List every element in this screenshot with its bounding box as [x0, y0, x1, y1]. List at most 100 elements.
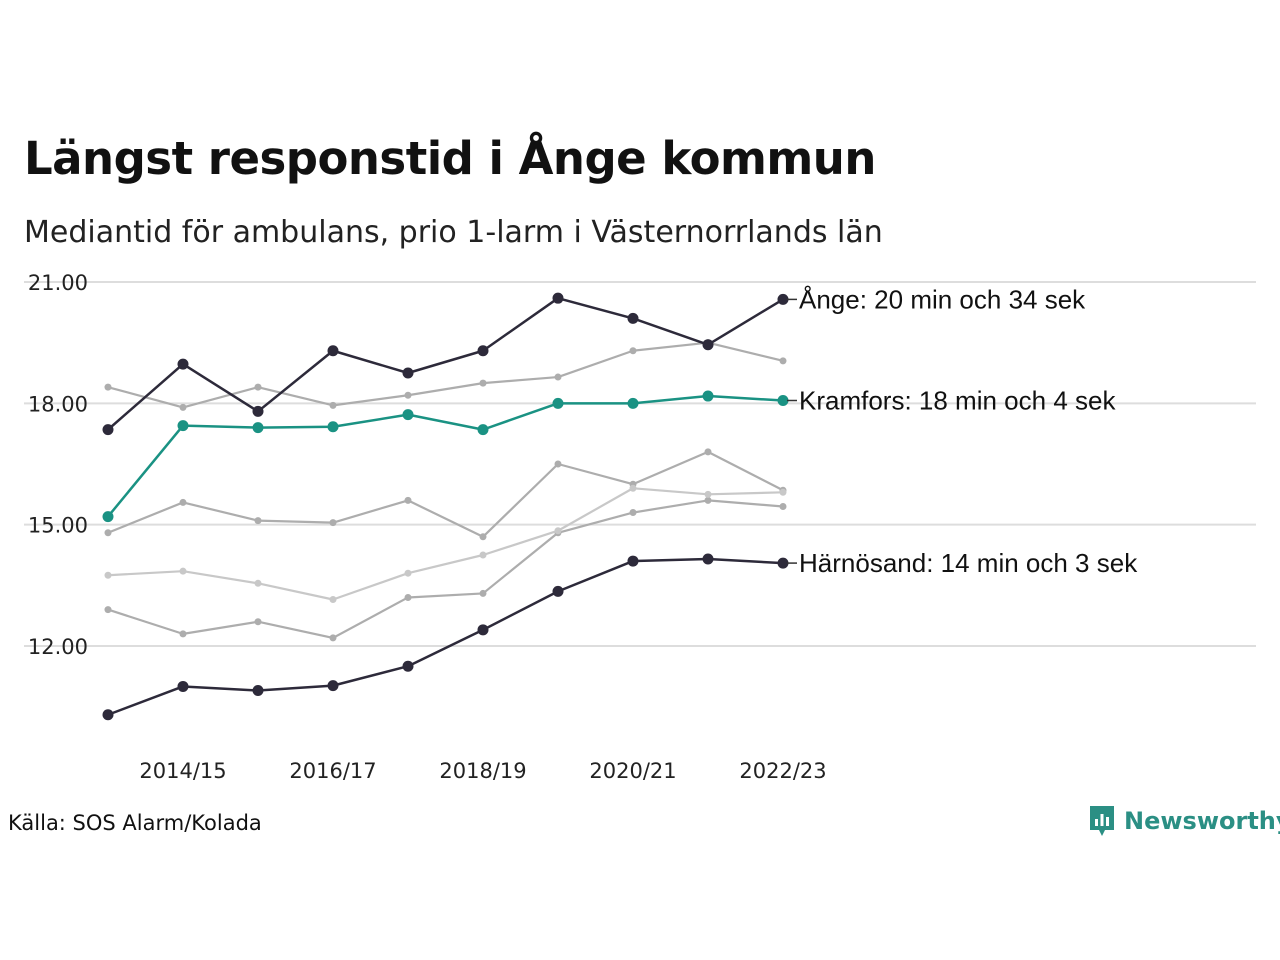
data-point: [704, 448, 712, 456]
data-point: [252, 405, 264, 417]
data-point: [179, 403, 187, 411]
background-series: [104, 339, 787, 642]
data-point: [102, 709, 114, 721]
data-point: [179, 630, 187, 638]
data-point: [477, 624, 489, 636]
series-label: Ånge: 20 min och 34 sek: [799, 284, 1086, 314]
data-point: [704, 490, 712, 498]
series-3: [104, 484, 787, 603]
data-point: [479, 533, 487, 541]
data-point: [179, 498, 187, 506]
highlighted-series: [102, 292, 789, 721]
series-line: [107, 394, 784, 518]
data-point: [702, 339, 714, 351]
data-point: [177, 680, 189, 692]
data-point: [477, 345, 489, 357]
data-point: [177, 420, 189, 432]
data-point: [779, 357, 787, 365]
page-title: Längst responstid i Ånge kommun: [24, 132, 876, 185]
series-line: [107, 341, 784, 409]
series-h-rn-sand: [102, 553, 789, 721]
x-tick-label: 2018/19: [439, 759, 526, 783]
series-line: [107, 450, 784, 538]
data-point: [402, 660, 414, 672]
data-point: [252, 684, 264, 696]
data-point: [104, 606, 112, 614]
data-point: [629, 347, 637, 355]
y-tick-label: 12.00: [28, 635, 88, 659]
series-line: [107, 296, 784, 431]
data-point: [552, 397, 564, 409]
series-line: [107, 557, 784, 716]
data-point: [779, 502, 787, 510]
data-point: [404, 593, 412, 601]
data-point: [179, 567, 187, 575]
data-point: [254, 517, 262, 525]
y-tick-label: 18.00: [28, 392, 88, 416]
grid-lines: [24, 281, 1256, 647]
data-point: [404, 569, 412, 577]
data-point: [177, 358, 189, 370]
data-point: [702, 553, 714, 565]
series--nge: [102, 292, 789, 436]
series-line: [107, 487, 784, 601]
data-point: [252, 422, 264, 434]
data-point: [552, 585, 564, 597]
x-tick-label: 2014/15: [139, 759, 226, 783]
series-label: Kramfors: 18 min och 4 sek: [799, 386, 1116, 416]
data-point: [254, 579, 262, 587]
data-point: [779, 488, 787, 496]
series-line: [107, 499, 784, 640]
series-labels: Ånge: 20 min och 34 sek Kramfors: 18 min …: [787, 284, 1138, 578]
data-point: [402, 409, 414, 421]
y-axis-tick-labels: 12.00 15.00 18.00 21.00: [28, 271, 88, 659]
data-point: [777, 395, 789, 407]
data-point: [479, 551, 487, 559]
y-tick-label: 15.00: [28, 514, 88, 538]
newsworthy-logo: Newsworthy: [1088, 804, 1280, 838]
data-point: [777, 293, 789, 305]
data-point: [329, 401, 337, 409]
data-point: [627, 555, 639, 567]
series-kramfors: [102, 390, 789, 523]
data-point: [479, 589, 487, 597]
newsworthy-logo-icon: [1090, 806, 1114, 836]
data-point: [402, 367, 414, 379]
data-point: [627, 312, 639, 324]
x-tick-label: 2016/17: [289, 759, 376, 783]
data-point: [104, 529, 112, 537]
x-axis-tick-labels: 2014/15 2016/17 2018/19 2020/21 2022/23: [139, 759, 826, 783]
data-point: [329, 519, 337, 527]
brand-name: Newsworthy: [1124, 807, 1280, 835]
data-point: [404, 391, 412, 399]
data-point: [404, 496, 412, 504]
data-point: [702, 390, 714, 402]
data-point: [554, 373, 562, 381]
data-point: [627, 397, 639, 409]
data-point: [554, 460, 562, 468]
data-point: [479, 379, 487, 387]
data-point: [254, 383, 262, 391]
x-tick-label: 2022/23: [739, 759, 826, 783]
data-point: [104, 571, 112, 579]
data-point: [629, 484, 637, 492]
series-1: [104, 448, 787, 541]
data-point: [777, 557, 789, 569]
data-point: [329, 634, 337, 642]
data-point: [554, 527, 562, 535]
series-0: [104, 339, 787, 411]
data-point: [327, 680, 339, 692]
y-tick-label: 21.00: [28, 271, 88, 295]
data-point: [102, 424, 114, 436]
data-point: [327, 421, 339, 433]
source-note: Källa: SOS Alarm/Kolada: [8, 811, 262, 835]
data-point: [629, 509, 637, 517]
data-point: [477, 424, 489, 436]
series-label: Härnösand: 14 min och 3 sek: [799, 548, 1138, 578]
data-point: [704, 496, 712, 504]
data-point: [327, 345, 339, 357]
data-point: [254, 618, 262, 626]
data-point: [104, 383, 112, 391]
page-subtitle: Mediantid för ambulans, prio 1-larm i Vä…: [24, 215, 883, 250]
